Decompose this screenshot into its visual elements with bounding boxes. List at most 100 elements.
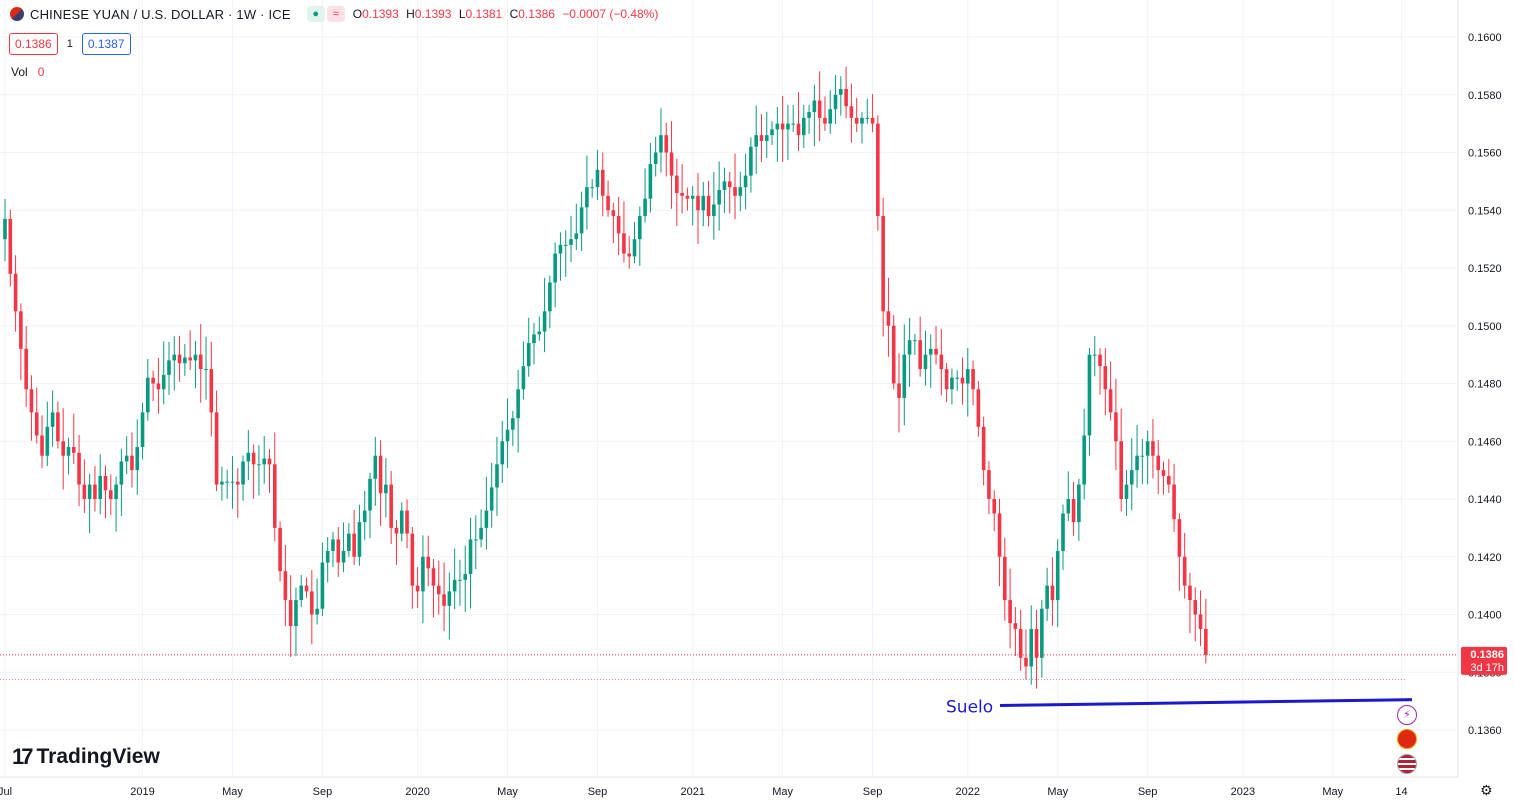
candle-body[interactable] — [569, 239, 573, 245]
candle-body[interactable] — [1114, 412, 1118, 442]
buy-price-button[interactable]: 0.1387 — [81, 33, 131, 55]
candle-body[interactable] — [606, 195, 610, 211]
candle-body[interactable] — [955, 377, 959, 379]
candle-body[interactable] — [727, 181, 732, 188]
candle-body[interactable] — [960, 377, 965, 384]
candle-body[interactable] — [56, 412, 60, 442]
candle-body[interactable] — [93, 484, 97, 499]
candle-body[interactable] — [743, 175, 748, 188]
candle-body[interactable] — [722, 181, 727, 191]
candle-body[interactable] — [442, 594, 446, 606]
candle-body[interactable] — [431, 568, 436, 586]
candle-body[interactable] — [653, 152, 658, 165]
candle-body[interactable] — [1024, 657, 1028, 667]
candle-body[interactable] — [241, 461, 245, 485]
candle-body[interactable] — [971, 369, 975, 390]
candle-body[interactable] — [8, 218, 13, 274]
candle-body[interactable] — [378, 455, 383, 494]
candle-body[interactable] — [458, 579, 462, 581]
candle-body[interactable] — [1061, 513, 1065, 551]
candle-body[interactable] — [817, 100, 822, 118]
candle-body[interactable] — [436, 585, 441, 595]
candle-body[interactable] — [511, 418, 515, 430]
candle-body[interactable] — [1071, 499, 1076, 523]
candle-body[interactable] — [928, 348, 933, 355]
candle-body[interactable] — [257, 464, 261, 466]
candle-body[interactable] — [204, 369, 208, 371]
candle-body[interactable] — [950, 377, 954, 390]
candle-body[interactable] — [516, 389, 520, 419]
candle-body[interactable] — [177, 354, 182, 364]
candle-body[interactable] — [1198, 614, 1203, 629]
candle-body[interactable] — [45, 426, 50, 456]
candle-body[interactable] — [907, 340, 912, 355]
candle-body[interactable] — [209, 369, 214, 413]
suelo-label[interactable]: Suelo — [946, 697, 993, 717]
candle-body[interactable] — [876, 123, 880, 217]
candle-body[interactable] — [251, 452, 256, 465]
candle-body[interactable] — [1013, 623, 1018, 629]
candle-body[interactable] — [1029, 628, 1034, 667]
candle-body[interactable] — [34, 412, 39, 436]
candle-body[interactable] — [685, 195, 690, 199]
candle-body[interactable] — [764, 135, 769, 141]
candle-body[interactable] — [468, 539, 473, 575]
candle-body[interactable] — [341, 550, 346, 563]
candle-body[interactable] — [648, 164, 653, 199]
candle-body[interactable] — [611, 210, 616, 217]
candle-body[interactable] — [616, 216, 621, 234]
candle-body[interactable] — [828, 109, 833, 124]
candle-body[interactable] — [923, 354, 928, 370]
candle-body[interactable] — [733, 187, 737, 196]
candle-body[interactable] — [1092, 354, 1097, 356]
candle-body[interactable] — [225, 481, 229, 483]
candle-body[interactable] — [426, 556, 430, 569]
china-flag-icon[interactable] — [1397, 729, 1417, 749]
candle-body[interactable] — [495, 464, 499, 488]
candle-body[interactable] — [98, 475, 103, 499]
candle-body[interactable] — [188, 357, 192, 361]
candle-body[interactable] — [1177, 519, 1182, 557]
candle-body[interactable] — [1129, 470, 1134, 485]
candle-body[interactable] — [1018, 628, 1023, 658]
candle-body[interactable] — [770, 129, 774, 136]
candle-body[interactable] — [775, 123, 780, 130]
candle-body[interactable] — [262, 458, 267, 465]
candle-body[interactable] — [965, 369, 970, 384]
candle-body[interactable] — [638, 216, 642, 240]
compare-icon[interactable]: ≈ — [326, 6, 345, 22]
candle-body[interactable] — [754, 135, 758, 147]
candle-body[interactable] — [500, 441, 505, 465]
candle-body[interactable] — [553, 253, 557, 283]
candle-body[interactable] — [13, 273, 18, 312]
candle-body[interactable] — [19, 311, 23, 349]
candle-body[interactable] — [140, 412, 145, 448]
candle-body[interactable] — [331, 539, 335, 551]
candle-body[interactable] — [124, 455, 129, 462]
candle-body[interactable] — [944, 369, 949, 390]
candle-body[interactable] — [881, 216, 885, 312]
candle-body[interactable] — [1167, 475, 1171, 485]
candle-body[interactable] — [918, 340, 922, 370]
candle-body[interactable] — [267, 458, 272, 465]
candle-body[interactable] — [532, 334, 536, 344]
candle-body[interactable] — [135, 447, 140, 471]
candle-body[interactable] — [849, 106, 854, 118]
candle-body[interactable] — [669, 152, 674, 176]
candle-body[interactable] — [82, 484, 87, 499]
candle-body[interactable] — [796, 123, 801, 136]
candle-body[interactable] — [976, 389, 981, 427]
candle-body[interactable] — [537, 331, 542, 335]
candle-body[interactable] — [103, 475, 108, 491]
candle-body[interactable] — [50, 412, 55, 427]
candle-body[interactable] — [66, 447, 71, 456]
candle-body[interactable] — [447, 591, 452, 606]
candle-body[interactable] — [1040, 608, 1044, 658]
candle-body[interactable] — [627, 253, 632, 257]
candle-body[interactable] — [780, 123, 785, 130]
candle-body[interactable] — [860, 117, 864, 124]
candle-body[interactable] — [600, 169, 605, 196]
candle-body[interactable] — [891, 325, 896, 384]
candle-body[interactable] — [220, 481, 224, 485]
